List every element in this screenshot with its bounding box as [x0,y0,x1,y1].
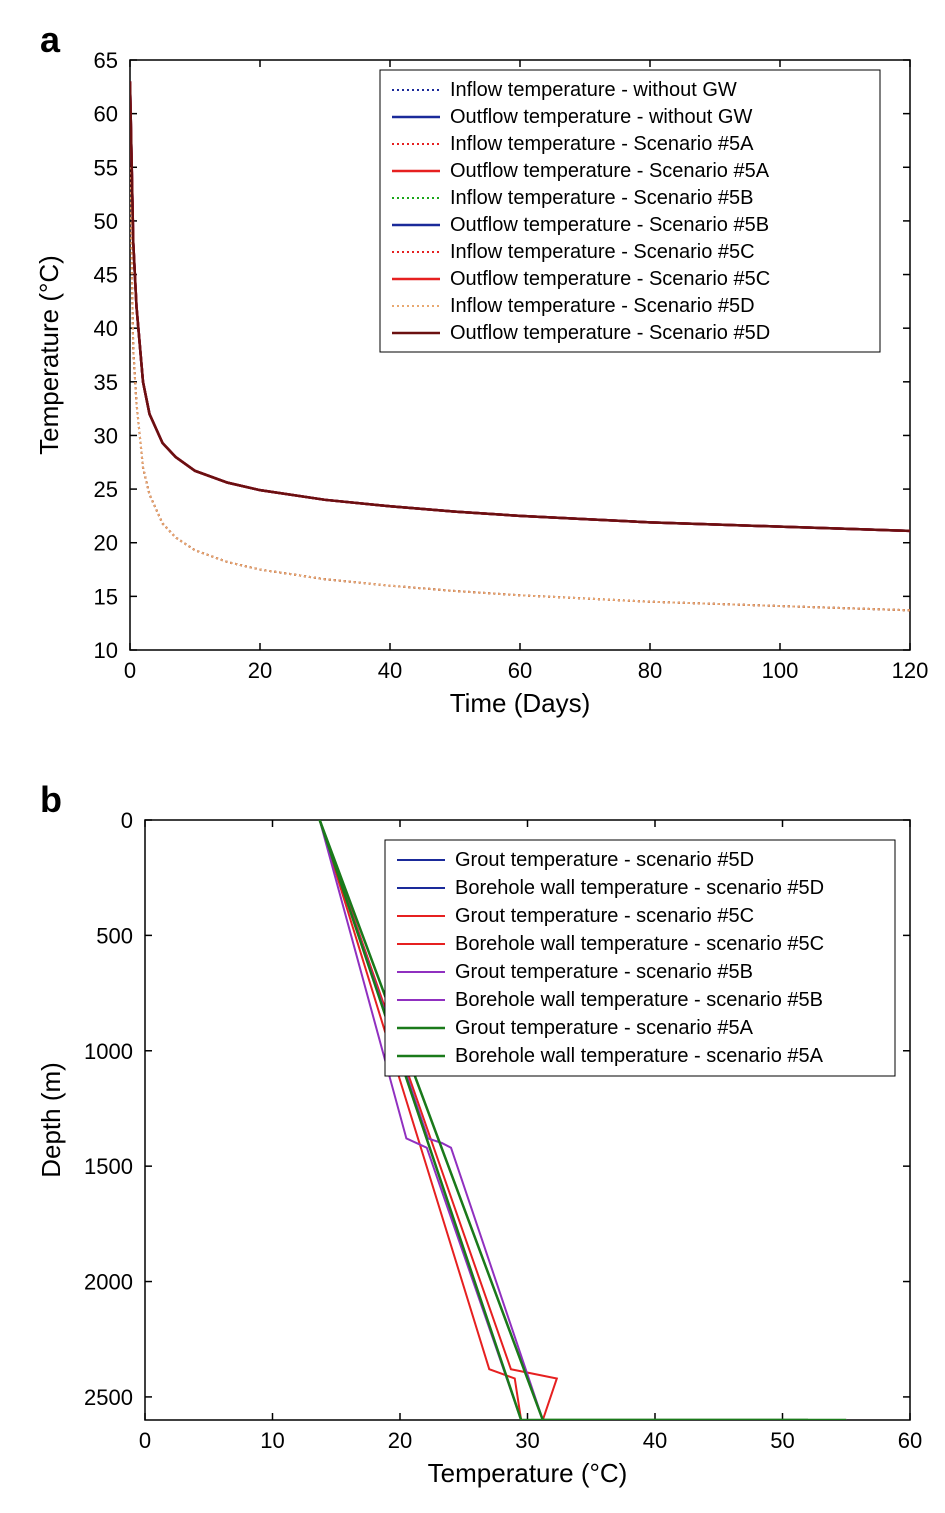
chart-svg: a020406080100120101520253035404550556065… [10,10,935,1503]
svg-text:Grout temperature - scenario #: Grout temperature - scenario #5D [455,849,754,871]
svg-text:50: 50 [94,209,118,234]
svg-text:35: 35 [94,370,118,395]
svg-text:Outflow temperature - Scenario: Outflow temperature - Scenario #5D [450,322,770,344]
figure-container: a020406080100120101520253035404550556065… [10,10,935,1503]
svg-text:Borehole wall temperature - sc: Borehole wall temperature - scenario #5B [455,989,823,1011]
svg-text:Inflow temperature - Scenario: Inflow temperature - Scenario #5C [450,241,755,263]
svg-text:Inflow temperature - Scenario: Inflow temperature - Scenario #5A [450,133,754,155]
svg-text:20: 20 [248,658,272,683]
svg-text:b: b [40,779,62,820]
svg-text:Time (Days): Time (Days) [450,688,591,718]
svg-text:Borehole wall temperature - sc: Borehole wall temperature - scenario #5D [455,877,824,899]
svg-text:30: 30 [94,423,118,448]
svg-text:Borehole wall temperature - sc: Borehole wall temperature - scenario #5C [455,933,824,955]
svg-text:2500: 2500 [84,1385,133,1410]
svg-text:Outflow temperature - Scenario: Outflow temperature - Scenario #5B [450,214,769,236]
svg-text:Depth (m): Depth (m) [36,1062,66,1178]
svg-text:Grout temperature - scenario #: Grout temperature - scenario #5B [455,961,753,983]
svg-text:Grout temperature - scenario #: Grout temperature - scenario #5C [455,905,754,927]
svg-text:Outflow temperature - Scenario: Outflow temperature - Scenario #5C [450,268,770,290]
svg-text:Temperature (°C): Temperature (°C) [34,255,64,455]
svg-text:500: 500 [96,923,133,948]
svg-text:40: 40 [378,658,402,683]
svg-text:30: 30 [515,1428,539,1453]
svg-text:Inflow temperature - Scenario: Inflow temperature - Scenario #5B [450,187,754,209]
svg-text:20: 20 [94,531,118,556]
svg-text:60: 60 [508,658,532,683]
svg-text:Grout temperature - scenario #: Grout temperature - scenario #5A [455,1017,754,1039]
svg-text:25: 25 [94,477,118,502]
svg-text:0: 0 [121,808,133,833]
svg-text:100: 100 [762,658,799,683]
svg-text:55: 55 [94,155,118,180]
svg-text:20: 20 [388,1428,412,1453]
svg-text:10: 10 [260,1428,284,1453]
svg-text:10: 10 [94,638,118,663]
svg-text:80: 80 [638,658,662,683]
svg-text:Outflow temperature - Scenario: Outflow temperature - Scenario #5A [450,160,770,182]
svg-text:60: 60 [94,102,118,127]
svg-text:120: 120 [892,658,929,683]
svg-text:Temperature (°C): Temperature (°C) [428,1458,628,1488]
svg-text:50: 50 [770,1428,794,1453]
svg-text:0: 0 [139,1428,151,1453]
svg-text:1000: 1000 [84,1039,133,1064]
svg-text:65: 65 [94,48,118,73]
svg-text:40: 40 [643,1428,667,1453]
svg-text:1500: 1500 [84,1154,133,1179]
svg-text:Inflow temperature - without G: Inflow temperature - without GW [450,79,737,101]
svg-text:Inflow temperature - Scenario: Inflow temperature - Scenario #5D [450,295,755,317]
svg-text:2000: 2000 [84,1270,133,1295]
svg-text:40: 40 [94,316,118,341]
svg-text:0: 0 [124,658,136,683]
svg-text:a: a [40,19,61,60]
svg-text:45: 45 [94,263,118,288]
svg-text:15: 15 [94,584,118,609]
svg-text:60: 60 [898,1428,922,1453]
svg-text:Outflow temperature - without: Outflow temperature - without GW [450,106,752,128]
svg-text:Borehole wall temperature - sc: Borehole wall temperature - scenario #5A [455,1045,824,1067]
